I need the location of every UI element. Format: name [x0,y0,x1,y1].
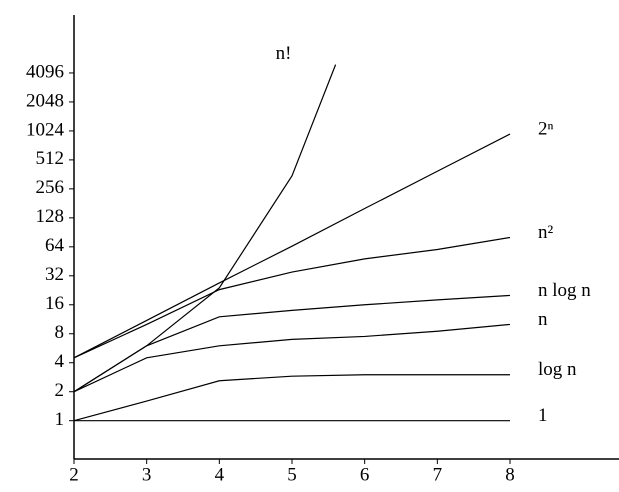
y-tick-label: 32 [45,264,64,285]
series-line [74,65,336,392]
y-tick-label: 512 [36,148,65,169]
series-line [74,295,510,391]
y-tick-label: 16 [45,293,64,314]
series-label: 2ⁿ [538,118,554,139]
x-tick-label: 2 [69,464,79,485]
series-line [74,324,510,391]
y-tick-label: 2 [55,380,65,401]
series-line [74,134,510,358]
x-tick-label: 3 [142,464,152,485]
series-label: n! [276,43,292,64]
series-label: n [538,309,548,330]
y-tick-label: 4 [55,351,65,372]
x-tick-label: 6 [360,464,370,485]
series-label: n² [538,222,554,243]
series-label: n log n [538,280,591,301]
series-label: log n [538,359,577,380]
chart: 1 2 4 8 16 32 64 128 256 512 1024 2048 4096 2 3 4 5 6 7 8 1 l… [0,0,619,487]
y-tick-label: 1024 [26,119,65,140]
y-tick-label: 1 [55,409,65,430]
y-tick-label: 64 [45,235,65,256]
x-tick-label: 8 [505,464,515,485]
x-tick-label: 4 [215,464,225,485]
y-tick-label: 2048 [26,90,64,111]
y-tick-label: 8 [55,322,65,343]
y-tick-label: 256 [36,177,65,198]
x-tick-label: 5 [287,464,297,485]
series-line [74,375,510,421]
y-tick-label: 128 [36,206,65,227]
series-label: 1 [538,405,548,426]
x-tick-label: 7 [433,464,443,485]
y-tick-label: 4096 [26,61,64,82]
